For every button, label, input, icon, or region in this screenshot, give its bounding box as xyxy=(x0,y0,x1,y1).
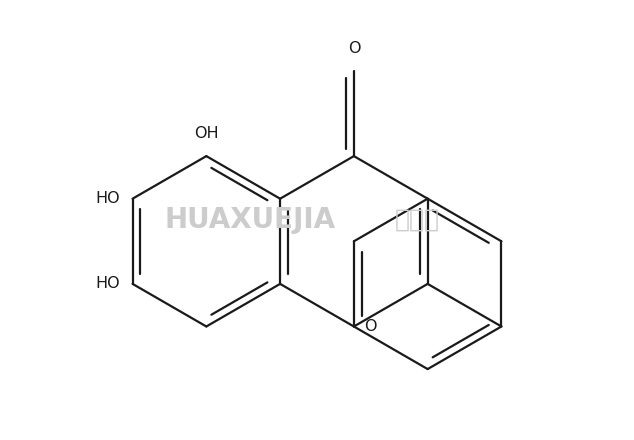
Text: HO: HO xyxy=(95,276,120,291)
Text: HUAXUEJIA: HUAXUEJIA xyxy=(165,206,336,234)
Text: HO: HO xyxy=(95,191,120,206)
Text: O: O xyxy=(364,319,377,334)
Text: O: O xyxy=(347,40,360,55)
Text: 化学加: 化学加 xyxy=(394,208,439,232)
Text: OH: OH xyxy=(194,126,219,141)
